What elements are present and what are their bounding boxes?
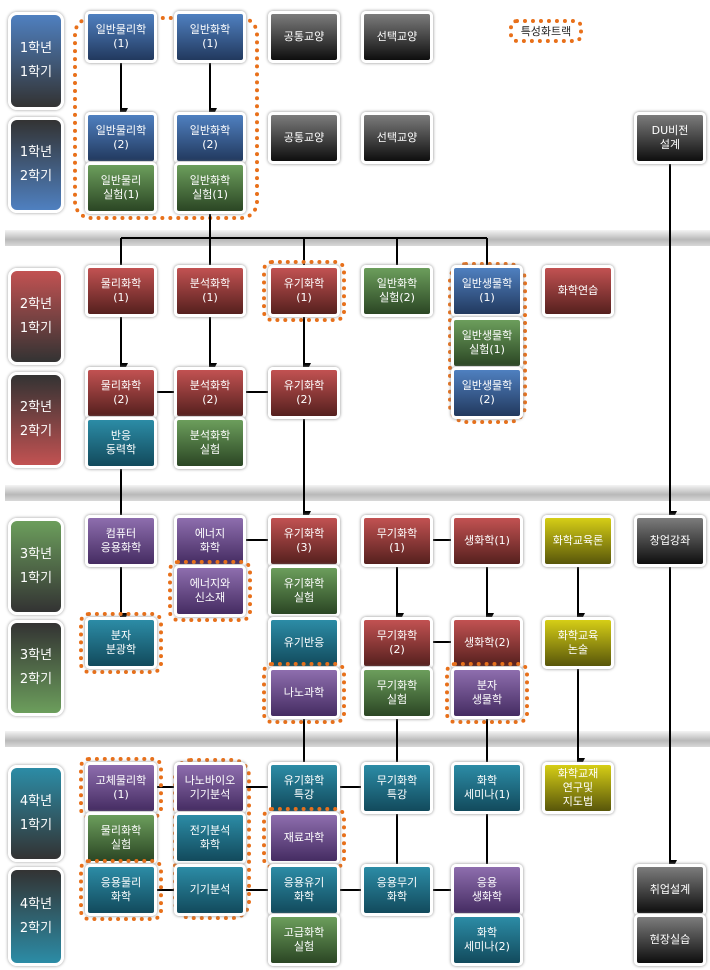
track-highlight bbox=[168, 560, 252, 622]
course-box[interactable]: 고급화학 실험 bbox=[268, 914, 340, 966]
course-box[interactable]: 일반물리 실험(1) bbox=[85, 162, 157, 214]
semester-label: 4학년 1학기 bbox=[8, 765, 64, 862]
semester-label: 1학년 1학기 bbox=[8, 12, 64, 110]
course-box[interactable]: 무기화학 (1) bbox=[361, 515, 433, 567]
course-box[interactable]: 일반물리학 (2) bbox=[85, 112, 157, 164]
course-box[interactable]: 전기분석 화학 bbox=[174, 812, 246, 864]
course-box[interactable]: 일반물리학 (1) bbox=[85, 11, 157, 63]
course-box[interactable]: 물리화학 실험 bbox=[85, 812, 157, 864]
course-box[interactable]: 반응 동력학 bbox=[85, 417, 157, 469]
course-box[interactable]: 물리화학 (1) bbox=[85, 265, 157, 317]
course-box[interactable]: 현장실습 bbox=[634, 914, 706, 966]
course-box[interactable]: 공통교양 bbox=[268, 11, 340, 63]
course-box[interactable]: 나노바이오 기기분석 bbox=[174, 762, 246, 814]
course-box[interactable]: 창업강좌 bbox=[634, 515, 706, 567]
course-box[interactable]: 응용유기 화학 bbox=[268, 864, 340, 916]
course-box[interactable]: 고체물리학 (1) bbox=[85, 762, 157, 814]
course-box[interactable]: DU비전 설계 bbox=[634, 112, 706, 164]
course-box[interactable]: 응용 생화학 bbox=[451, 864, 523, 916]
course-box[interactable]: 유기화학 특강 bbox=[268, 762, 340, 814]
course-box[interactable]: 일반화학 (1) bbox=[174, 11, 246, 63]
course-box[interactable]: 화학연습 bbox=[542, 265, 614, 317]
course-box[interactable]: 일반생물학 실험(1) bbox=[451, 317, 523, 369]
course-box[interactable]: 생화학(1) bbox=[451, 515, 523, 567]
semester-label: 2학년 2학기 bbox=[8, 372, 64, 468]
course-box[interactable]: 분자 분광학 bbox=[85, 617, 157, 669]
course-box[interactable]: 재료과학 bbox=[268, 812, 340, 864]
semester-label: 3학년 1학기 bbox=[8, 518, 64, 615]
course-box[interactable]: 분석화학 (1) bbox=[174, 265, 246, 317]
course-box[interactable]: 취업설계 bbox=[634, 864, 706, 916]
course-box[interactable]: 화학교재 연구및 지도법 bbox=[542, 762, 614, 814]
course-box[interactable]: 컴퓨터 응용화학 bbox=[85, 515, 157, 567]
track-highlight bbox=[262, 260, 346, 322]
course-box[interactable]: 공통교양 bbox=[268, 112, 340, 164]
track-highlight bbox=[79, 859, 163, 921]
course-box[interactable]: 무기화학 실험 bbox=[361, 667, 433, 719]
course-box[interactable]: 분석화학 실험 bbox=[174, 417, 246, 469]
semester-label: 3학년 2학기 bbox=[8, 620, 64, 716]
year-divider bbox=[5, 485, 710, 501]
year-divider bbox=[5, 731, 710, 747]
track-highlight bbox=[79, 612, 163, 674]
course-box[interactable]: 일반화학 (2) bbox=[174, 112, 246, 164]
course-box[interactable]: 기기분석 bbox=[174, 864, 246, 916]
course-box[interactable]: 일반생물학 (1) bbox=[451, 265, 523, 317]
track-highlight bbox=[262, 662, 346, 724]
course-box[interactable]: 화학교육 논술 bbox=[542, 617, 614, 669]
course-box[interactable]: 화학교육론 bbox=[542, 515, 614, 567]
semester-label: 2학년 1학기 bbox=[8, 268, 64, 365]
course-box[interactable]: 무기화학 특강 bbox=[361, 762, 433, 814]
course-box[interactable]: 일반화학 실험(2) bbox=[361, 265, 433, 317]
course-box[interactable]: 분석화학 (2) bbox=[174, 367, 246, 419]
track-group bbox=[73, 16, 259, 220]
course-box[interactable]: 일반화학 실험(1) bbox=[174, 162, 246, 214]
course-box[interactable]: 생화학(2) bbox=[451, 617, 523, 669]
track-highlight bbox=[445, 662, 529, 724]
course-box[interactable]: 무기화학 (2) bbox=[361, 617, 433, 669]
course-box[interactable]: 응용물리 화학 bbox=[85, 864, 157, 916]
course-box[interactable]: 화학 세미나(1) bbox=[451, 762, 523, 814]
semester-label: 1학년 2학기 bbox=[8, 117, 64, 213]
course-box[interactable]: 나노과학 bbox=[268, 667, 340, 719]
course-box[interactable]: 선택교양 bbox=[361, 11, 433, 63]
course-box[interactable]: 유기화학 (1) bbox=[268, 265, 340, 317]
course-box[interactable]: 선택교양 bbox=[361, 112, 433, 164]
course-box[interactable]: 유기화학 실험 bbox=[268, 565, 340, 617]
course-box[interactable]: 유기반응 bbox=[268, 617, 340, 669]
course-box[interactable]: 일반생물학 (2) bbox=[451, 367, 523, 419]
track-legend: 특성화트랙 bbox=[509, 19, 583, 43]
course-box[interactable]: 분자 생물학 bbox=[451, 667, 523, 719]
course-box[interactable]: 물리화학 (2) bbox=[85, 367, 157, 419]
semester-label: 4학년 2학기 bbox=[8, 867, 64, 966]
course-box[interactable]: 응용무기 화학 bbox=[361, 864, 433, 916]
course-box[interactable]: 유기화학 (3) bbox=[268, 515, 340, 567]
course-box[interactable]: 화학 세미나(2) bbox=[451, 914, 523, 966]
course-box[interactable]: 에너지와 신소재 bbox=[174, 565, 246, 617]
course-box[interactable]: 유기화학 (2) bbox=[268, 367, 340, 419]
